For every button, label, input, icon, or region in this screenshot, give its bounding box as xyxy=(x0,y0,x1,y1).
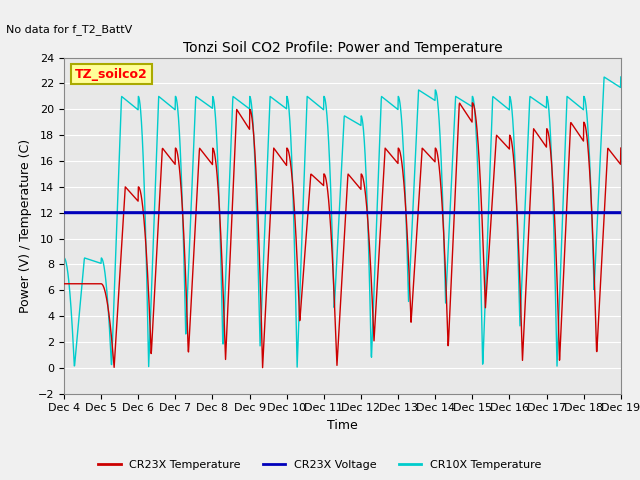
Text: TZ_soilco2: TZ_soilco2 xyxy=(75,68,148,81)
Y-axis label: Power (V) / Temperature (C): Power (V) / Temperature (C) xyxy=(19,139,32,312)
Title: Tonzi Soil CO2 Profile: Power and Temperature: Tonzi Soil CO2 Profile: Power and Temper… xyxy=(182,41,502,55)
Text: No data for f_T2_BattV: No data for f_T2_BattV xyxy=(6,24,132,35)
Legend: CR23X Temperature, CR23X Voltage, CR10X Temperature: CR23X Temperature, CR23X Voltage, CR10X … xyxy=(94,456,546,474)
X-axis label: Time: Time xyxy=(327,419,358,432)
